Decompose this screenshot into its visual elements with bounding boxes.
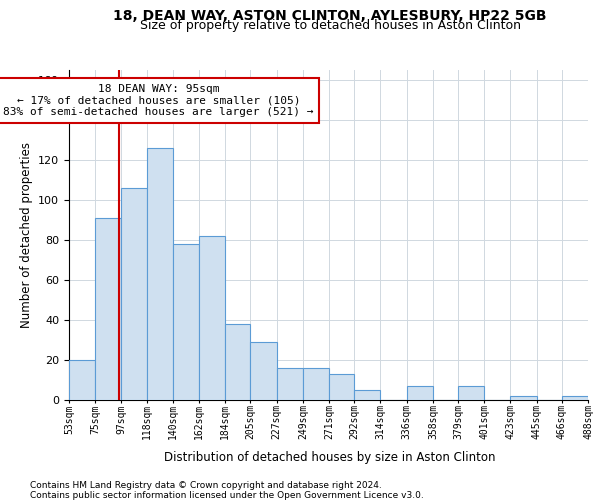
Text: Contains HM Land Registry data © Crown copyright and database right 2024.: Contains HM Land Registry data © Crown c… — [30, 480, 382, 490]
Bar — [95, 218, 121, 400]
Bar — [458, 386, 484, 400]
Bar — [407, 386, 433, 400]
Bar — [250, 342, 277, 400]
Bar — [329, 374, 354, 400]
Bar — [303, 368, 329, 400]
Bar — [173, 244, 199, 400]
Bar — [69, 360, 95, 400]
Bar — [199, 236, 225, 400]
Bar — [225, 324, 250, 400]
Text: Size of property relative to detached houses in Aston Clinton: Size of property relative to detached ho… — [139, 19, 521, 32]
Text: 18, DEAN WAY, ASTON CLINTON, AYLESBURY, HP22 5GB: 18, DEAN WAY, ASTON CLINTON, AYLESBURY, … — [113, 9, 547, 23]
Bar — [277, 368, 303, 400]
Bar — [354, 390, 380, 400]
Y-axis label: Number of detached properties: Number of detached properties — [20, 142, 32, 328]
Bar — [146, 148, 173, 400]
Text: 18 DEAN WAY: 95sqm
← 17% of detached houses are smaller (105)
83% of semi-detach: 18 DEAN WAY: 95sqm ← 17% of detached hou… — [3, 84, 314, 117]
Bar — [511, 396, 536, 400]
Bar — [121, 188, 146, 400]
Bar — [562, 396, 588, 400]
Text: Distribution of detached houses by size in Aston Clinton: Distribution of detached houses by size … — [164, 451, 496, 464]
Text: Contains public sector information licensed under the Open Government Licence v3: Contains public sector information licen… — [30, 490, 424, 500]
